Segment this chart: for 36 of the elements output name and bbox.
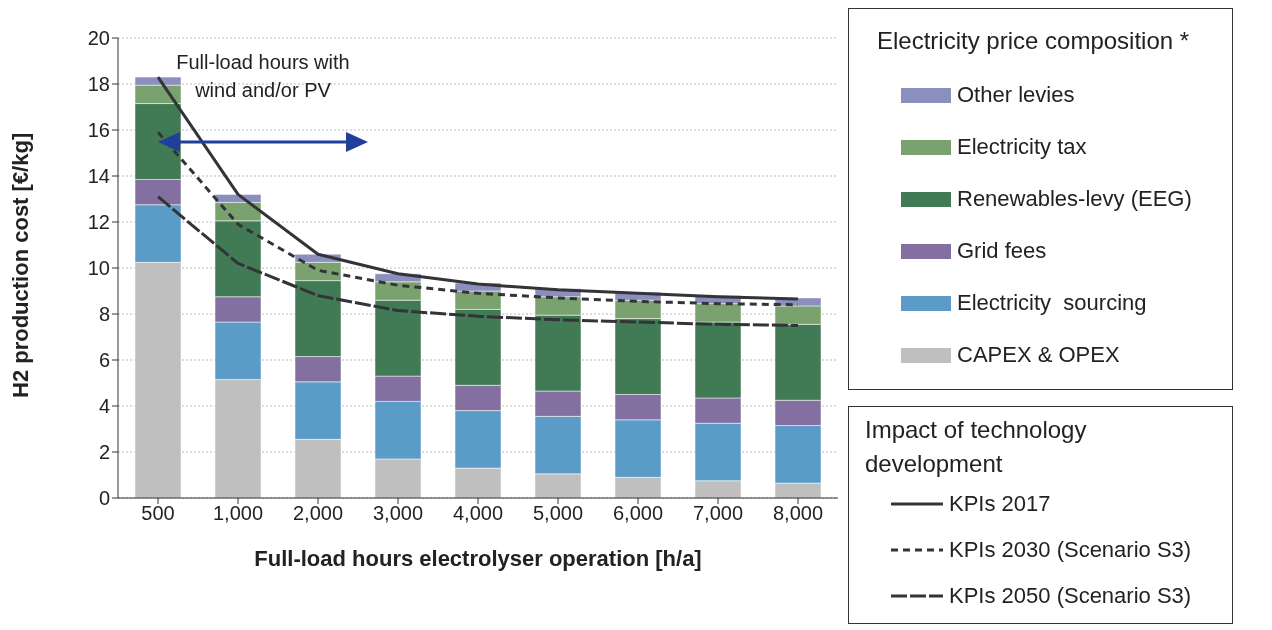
legend-label: KPIs 2017 bbox=[949, 491, 1051, 517]
y-tick-label: 2 bbox=[98, 441, 110, 464]
y-tick-label: 14 bbox=[87, 165, 110, 188]
line-series bbox=[156, 75, 800, 301]
y-tick-label: 0 bbox=[98, 487, 110, 510]
x-tick-label: 5,000 bbox=[532, 502, 584, 525]
legend-label: Electricity tax bbox=[957, 134, 1087, 160]
text: Impact of technology development bbox=[865, 415, 1088, 479]
y-tick-label: 18 bbox=[87, 73, 110, 96]
legend-label: Grid fees bbox=[957, 238, 1047, 264]
x-tick-label: 8,000 bbox=[772, 502, 824, 525]
y-tick-label: 12 bbox=[87, 211, 110, 234]
y-tick-label: 10 bbox=[87, 257, 110, 280]
y-axis-title: H2 production cost [€/kg] bbox=[7, 132, 33, 398]
x-tick-label: 500 bbox=[141, 502, 175, 525]
y-tick-label: 20 bbox=[87, 27, 110, 50]
x-tick-label: 7,000 bbox=[692, 502, 744, 525]
legend-label: CAPEX & OPEX bbox=[957, 342, 1120, 368]
legend-label: Other levies bbox=[957, 82, 1075, 108]
legend-label: KPIs 2030 (Scenario S3) bbox=[949, 537, 1192, 563]
y-tick-label: 16 bbox=[87, 119, 110, 142]
y-tick-label: 6 bbox=[98, 349, 110, 372]
y-tick-label: 8 bbox=[98, 303, 110, 326]
x-tick-label: 2,000 bbox=[292, 502, 344, 525]
legend-label: Electricity sourcing bbox=[957, 290, 1147, 316]
annotation: Full-load hours with wind and/or PV bbox=[175, 50, 351, 104]
x-tick-label: 4,000 bbox=[452, 502, 504, 525]
line-series bbox=[156, 195, 800, 327]
legend-label: Renewables-levy (EEG) bbox=[957, 186, 1192, 212]
y-tick-label: 4 bbox=[98, 395, 110, 418]
x-axis-title: Full-load hours electrolyser operation [h/a] bbox=[254, 546, 702, 571]
x-tick-label: 3,000 bbox=[372, 502, 424, 525]
x-tick-label: 6,000 bbox=[612, 502, 664, 525]
x-tick-label: 1,000 bbox=[212, 502, 264, 525]
legend-title: Electricity price composition * bbox=[877, 27, 1191, 55]
legend-label: KPIs 2050 (Scenario S3) bbox=[949, 583, 1192, 609]
